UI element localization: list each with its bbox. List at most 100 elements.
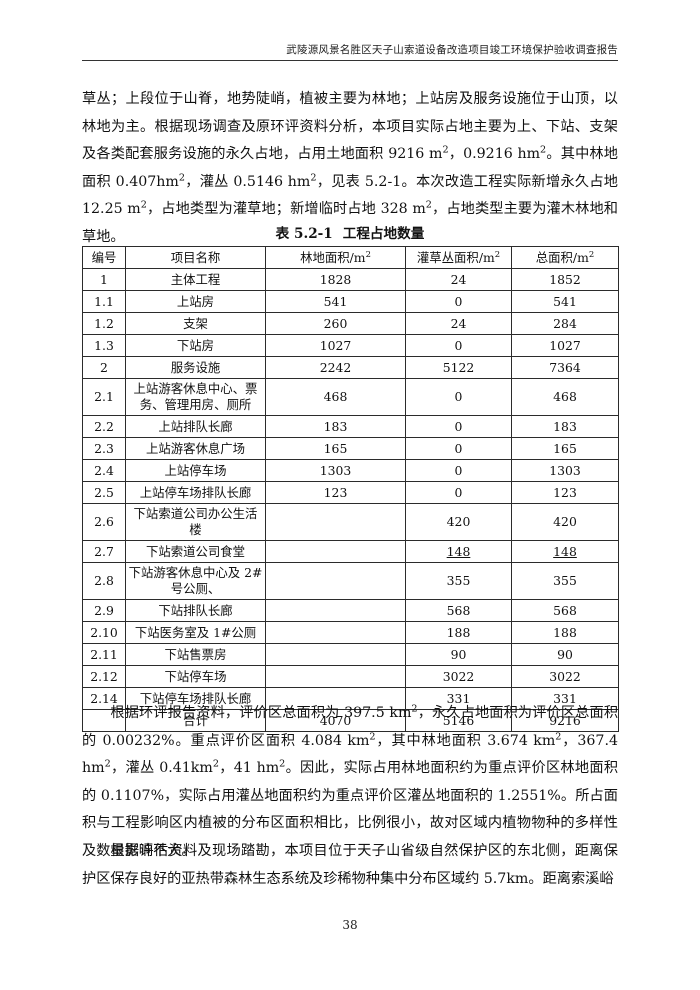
table-row: 2.8 下站游客休息中心及 2#号公厕、 355 355	[82, 562, 619, 600]
cell-shrub-area: 0	[405, 415, 512, 438]
cell-name: 上站排队长廊	[125, 415, 266, 438]
cell-forest-area	[265, 621, 406, 644]
cell-total-area: 183	[511, 415, 619, 438]
cell-no: 2.4	[82, 459, 126, 482]
cell-total-area: 1027	[511, 334, 619, 357]
cell-total-area: 148	[511, 540, 619, 563]
cell-forest-area	[265, 562, 406, 600]
cell-no: 2.6	[82, 503, 126, 541]
cell-shrub-area: 148	[405, 540, 512, 563]
paragraph-land-occupation-intro: 草丛；上段位于山脊，地势陡峭，植被主要为林地；上站房及服务设施位于山顶，以林地为…	[82, 91, 618, 245]
cell-name: 下站停车场	[125, 665, 266, 688]
table-row: 合计 4070 5146 9216	[82, 709, 619, 732]
table-row: 2.1 上站游客休息中心、票务、管理用房、厕所 468 0 468	[82, 378, 619, 416]
table-row: 2.6 下站索道公司办公生活楼 420 420	[82, 503, 619, 541]
table-row: 2.5 上站停车场排队长廊 123 0 123	[82, 481, 619, 504]
table-row: 1 主体工程 1828 24 1852	[82, 268, 619, 291]
table-row: 2.11 下站售票房 90 90	[82, 643, 619, 666]
cell-name: 合计	[125, 709, 266, 732]
cell-name: 下站售票房	[125, 643, 266, 666]
table-row: 2 服务设施 2242 5122 7364	[82, 356, 619, 379]
table-row: 1.3 下站房 1027 0 1027	[82, 334, 619, 357]
col-header-name: 项目名称	[125, 246, 266, 269]
col-header-total-area: 总面积/m2	[511, 246, 619, 269]
cell-forest-area	[265, 665, 406, 688]
col-header-forest-area: 林地面积/m2	[265, 246, 406, 269]
cell-no: 2.3	[82, 437, 126, 460]
cell-no: 2.1	[82, 378, 126, 416]
table-caption-text: 工程占地数量	[342, 226, 425, 242]
cell-shrub-area: 0	[405, 437, 512, 460]
table-engineering-land-occupation: 编号 项目名称 林地面积/m2 灌草丛面积/m2 总面积/m2 1 主体工程 182…	[82, 246, 619, 732]
cell-forest-area: 260	[265, 312, 406, 335]
cell-no: 2.7	[82, 540, 126, 563]
cell-shrub-area: 0	[405, 334, 512, 357]
cell-name: 下站房	[125, 334, 266, 357]
cell-shrub-area: 0	[405, 459, 512, 482]
running-header: 武陵源风景名胜区天子山索道设备改造项目竣工环境保护验收调查报告	[82, 42, 618, 61]
cell-name: 下站索道公司办公生活楼	[125, 503, 266, 541]
table-head: 编号 项目名称 林地面积/m2 灌草丛面积/m2 总面积/m2	[82, 246, 619, 269]
cell-shrub-area: 331	[405, 687, 512, 710]
cell-total-area: 541	[511, 290, 619, 313]
cell-name: 服务设施	[125, 356, 266, 379]
cell-name: 下站排队长廊	[125, 599, 266, 622]
occupation-table: 编号 项目名称 林地面积/m2 灌草丛面积/m2 总面积/m2 1 主体工程 182…	[82, 246, 619, 732]
cell-no: 2.8	[82, 562, 126, 600]
cell-total-area: 165	[511, 437, 619, 460]
cell-name: 上站游客休息广场	[125, 437, 266, 460]
cell-total-area: 123	[511, 481, 619, 504]
cell-forest-area: 165	[265, 437, 406, 460]
table-row: 1.1 上站房 541 0 541	[82, 290, 619, 313]
cell-name: 上站房	[125, 290, 266, 313]
cell-name: 下站游客休息中心及 2#号公厕、	[125, 562, 266, 600]
cell-no: 1.1	[82, 290, 126, 313]
cell-shrub-area: 568	[405, 599, 512, 622]
cell-total-area: 188	[511, 621, 619, 644]
cell-total-area: 1303	[511, 459, 619, 482]
cell-shrub-area: 0	[405, 378, 512, 416]
cell-total-area: 90	[511, 643, 619, 666]
cell-forest-area: 541	[265, 290, 406, 313]
cell-forest-area: 1027	[265, 334, 406, 357]
cell-name: 支架	[125, 312, 266, 335]
cell-forest-area	[265, 643, 406, 666]
cell-shrub-area: 3022	[405, 665, 512, 688]
table-row: 2.12 下站停车场 3022 3022	[82, 665, 619, 688]
paragraph-nature-reserve-distance: 根据评估资料及现场踏勘，本项目位于天子山省级自然保护区的东北侧，距离保护区保存良…	[82, 843, 618, 887]
cell-shrub-area: 355	[405, 562, 512, 600]
table-body: 1 主体工程 1828 24 1852 1.1 上站房 541 0 541 1.2 支架 260 24 28…	[82, 268, 619, 732]
cell-total-area: 3022	[511, 665, 619, 688]
cell-total-area: 9216	[511, 709, 619, 732]
table-row: 1.2 支架 260 24 284	[82, 312, 619, 335]
cell-shrub-area: 24	[405, 312, 512, 335]
running-header-title: 武陵源风景名胜区天子山索道设备改造项目竣工环境保护验收调查报告	[286, 44, 618, 56]
cell-shrub-area: 5122	[405, 356, 512, 379]
cell-shrub-area: 420	[405, 503, 512, 541]
table-header-row: 编号 项目名称 林地面积/m2 灌草丛面积/m2 总面积/m2	[82, 246, 619, 269]
cell-no: 2.10	[82, 621, 126, 644]
cell-name: 上站停车场排队长廊	[125, 481, 266, 504]
cell-no: 2.5	[82, 481, 126, 504]
cell-no: 2.9	[82, 599, 126, 622]
cell-no: 2.12	[82, 665, 126, 688]
table-row: 2.10 下站医务室及 1#公厕 188 188	[82, 621, 619, 644]
cell-no: 2.11	[82, 643, 126, 666]
cell-forest-area: 183	[265, 415, 406, 438]
cell-forest-area: 468	[265, 378, 406, 416]
cell-no: 2	[82, 356, 126, 379]
paragraph-evaluation-area-stats: 根据环评报告资料，评价区总面积为 397.5 km2，永久占地面积为评价区总面积…	[82, 703, 619, 859]
cell-forest-area: 1828	[265, 268, 406, 291]
cell-forest-area	[265, 599, 406, 622]
table-caption-number: 表 5.2-1	[275, 226, 333, 242]
cell-forest-area: 2242	[265, 356, 406, 379]
cell-no: 2.2	[82, 415, 126, 438]
cell-name: 主体工程	[125, 268, 266, 291]
cell-total-area: 1852	[511, 268, 619, 291]
cell-forest-area: 1303	[265, 459, 406, 482]
cell-forest-area: 4070	[265, 709, 406, 732]
cell-forest-area	[265, 503, 406, 541]
cell-total-area: 7364	[511, 356, 619, 379]
cell-total-area: 568	[511, 599, 619, 622]
